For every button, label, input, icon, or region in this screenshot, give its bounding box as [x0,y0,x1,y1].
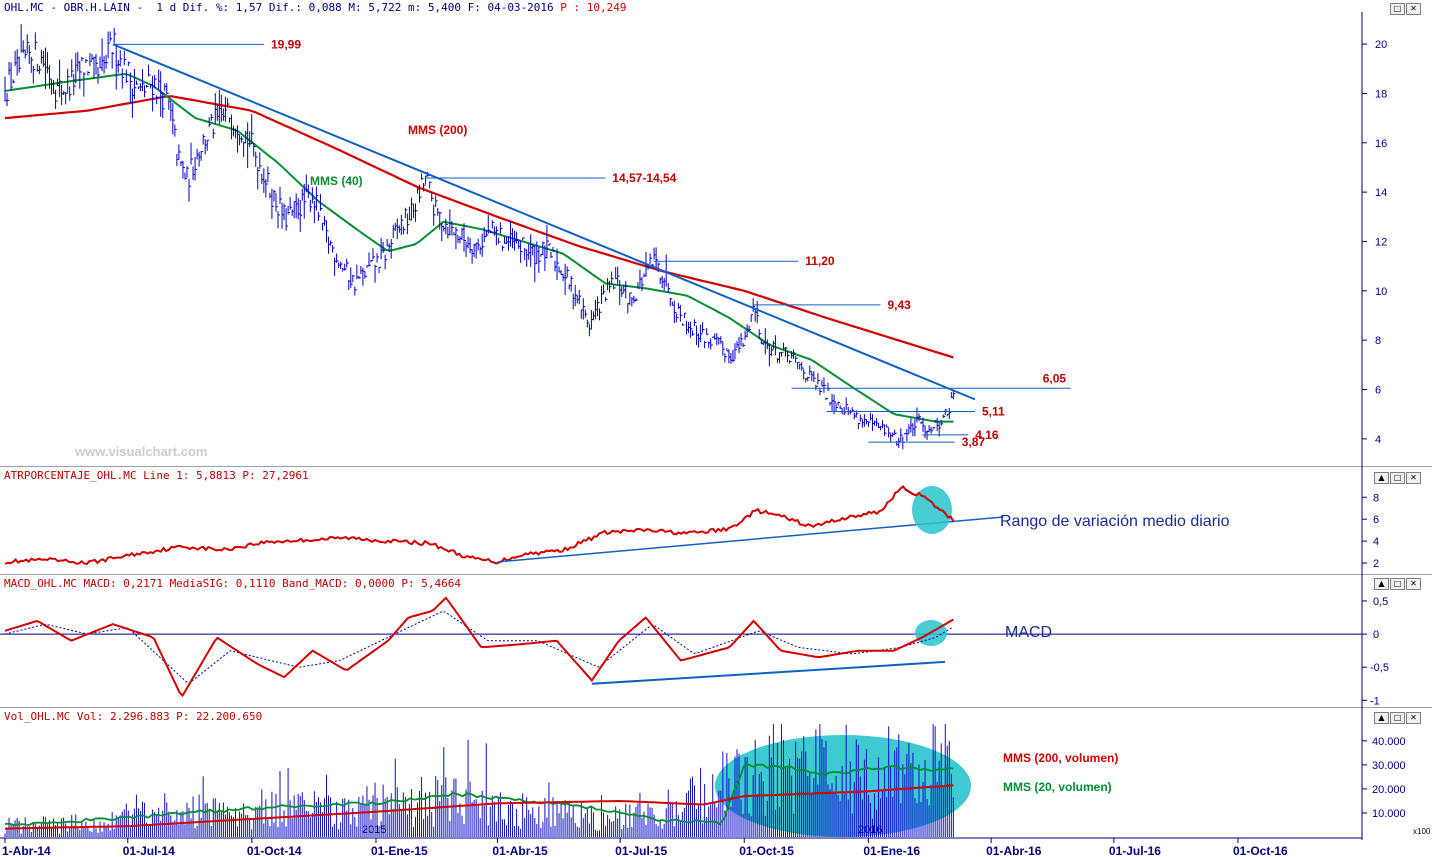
year-label: 2016 [858,824,882,836]
x-tick-label: 01-Abr-15 [492,844,548,857]
panel-divider [0,466,1432,467]
atr-panel-header: ATRPORCENTAJE_OHL.MC Line 1: 5,8813 P: 2… [4,469,309,482]
level-label: 19,99 [271,37,301,51]
x-tick-label: 01-Ene-16 [863,844,920,857]
close-button[interactable]: ✕ [1406,472,1421,484]
level-label: 3,87 [962,435,986,449]
y-tick-label: 20.000 [1372,784,1406,796]
price-panel: 19,99 14,57-14,54 11,20 9,43 6,05 5,11 4,163,8… [4,24,1387,450]
volume-unit: x100 [1413,827,1431,836]
y-tick-label: 0,5 [1373,596,1388,608]
maximize-button[interactable]: □ [1390,712,1405,724]
maximize-button[interactable]: □ [1390,3,1405,15]
y-tick-label: 8 [1375,335,1381,347]
panel-up-button[interactable]: ▲ [1374,578,1389,590]
axes: 1-Abr-14 01-Jul-14 01-Oct-14 01-Ene-15 01-Ab… [0,12,1363,857]
maximize-button[interactable]: □ [1390,578,1405,590]
price-header-p: P : 10,249 [553,1,627,14]
macd-caption: MACD [1005,624,1052,641]
level-label: 5,11 [982,404,1005,418]
y-tick-label: -1 [1370,695,1380,707]
level-label: 11,20 [805,254,835,268]
y-tick-label: 18 [1375,88,1387,100]
x-tick-label: 1-Abr-14 [2,844,51,857]
volume-mms200-line [4,784,954,830]
x-tick-label: 01-Abr-16 [986,844,1042,857]
panel-divider [0,574,1432,575]
price-trendline [112,43,976,401]
y-tick-label: 16 [1375,138,1387,150]
y-tick-label: 10 [1375,286,1387,298]
panel-up-button[interactable]: ▲ [1374,472,1389,484]
macd-panel-header: MACD_OHL.MC MACD: 0,2171 MediaSIG: 0,111… [4,577,461,590]
maximize-button[interactable]: □ [1390,472,1405,484]
macd-signal-line [4,610,954,685]
atr-line [4,485,955,566]
atr-line-end [905,488,955,522]
mms200-line [4,95,954,359]
close-button[interactable]: ✕ [1406,578,1421,590]
y-tick-label: -0,5 [1370,662,1389,674]
price-header-text: OHL.MC - OBR.H.LAIN - 1 d Dif. %: 1,57 D… [4,1,554,14]
volume-mms200-label: MMS (200, volumen) [1003,751,1118,765]
y-tick-label: 8 [1373,492,1379,504]
y-tick-label: 12 [1375,236,1387,248]
atr-highlight [912,486,952,534]
x-tick-label: 01-Oct-16 [1233,844,1288,857]
x-tick-label: 01-Jul-14 [123,844,175,857]
y-tick-label: 4 [1375,434,1381,446]
y-tick-label: 6 [1373,514,1379,526]
close-button[interactable]: ✕ [1406,3,1421,15]
panel-up-button[interactable]: ▲ [1374,712,1389,724]
volume-mms20-label: MMS (20, volumen) [1003,780,1112,794]
x-tick-label: 01-Ene-15 [371,844,428,857]
y-tick-label: 20 [1375,39,1387,51]
x-tick-label: 01-Oct-14 [247,844,302,857]
x-tick-label: 01-Oct-15 [739,844,794,857]
mms40-line [4,72,954,423]
x-tick-label: 01-Jul-16 [1109,844,1161,857]
volume-panel-header: Vol_OHL.MC Vol: 2.296.883 P: 22.200.650 [4,710,263,723]
y-tick-label: 30.000 [1372,760,1406,772]
mms200-label: MMS (200) [408,123,467,137]
macd-line [4,596,954,698]
level-label: 6,05 [1043,371,1067,385]
level-label: 4,16 [975,428,999,442]
year-label: 2015 [362,824,386,836]
atr-caption: Rango de variación medio diario [1000,513,1230,530]
y-tick-label: 4 [1373,536,1379,548]
x-tick-label: 01-Jul-15 [615,844,667,857]
volume-mms20-line [4,763,954,827]
macd-trendline [591,660,946,685]
macd-panel: MACD 0,5 0 -0,5 -1 [0,596,1389,707]
atr-panel: Rango de variación medio diario 2 4 6 8 [4,485,1379,570]
price-panel-header: OHL.MC - OBR.H.LAIN - 1 d Dif. %: 1,57 D… [4,1,627,14]
y-tick-label: 2 [1373,558,1379,570]
y-tick-label: 14 [1375,187,1387,199]
level-label: 9,43 [888,298,912,312]
y-tick-label: 0 [1373,629,1379,641]
level-label: 14,57-14,54 [612,171,676,185]
y-tick-label: 6 [1375,385,1381,397]
y-tick-label: 10.000 [1372,808,1406,820]
close-button[interactable]: ✕ [1406,712,1421,724]
y-tick-label: 40.000 [1372,736,1406,748]
volume-panel: MMS (200, volumen) MMS (20, volumen) 2015 2… [4,724,1431,837]
panel-divider [0,707,1432,708]
mms40-label: MMS (40) [310,174,363,188]
watermark: www.visualchart.com [74,444,207,459]
